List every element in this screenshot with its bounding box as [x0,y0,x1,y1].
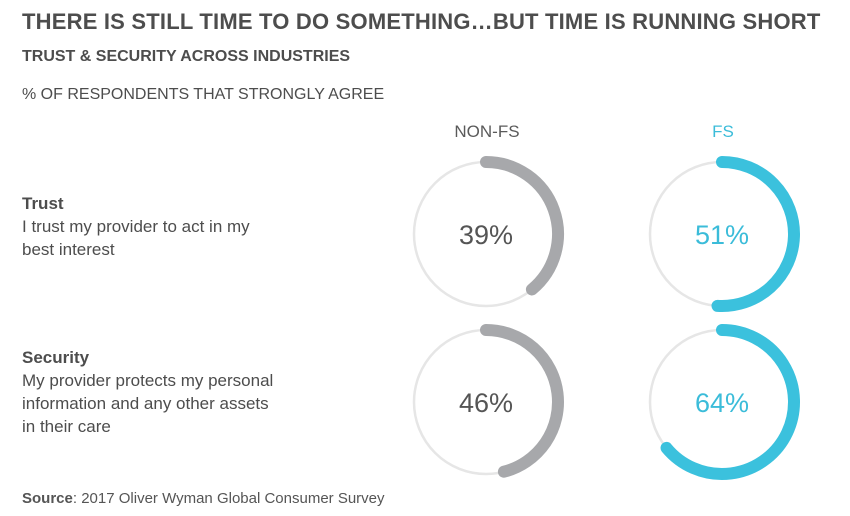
donut-label-fs-trust: 51% [695,220,749,250]
donut-arc-fs-trust [711,156,800,312]
source-text: : 2017 Oliver Wyman Global Consumer Surv… [72,490,385,507]
column-header-nonfs: NON-FS [454,122,520,141]
donut-label-fs-security: 64% [695,388,749,418]
row-title-security: Security [22,348,90,367]
row-desc-trust: I trust my provider to act in my best in… [22,217,250,259]
donut-label-nonfs-trust: 39% [459,220,513,250]
row-label-security: Security My provider protects my persona… [22,346,282,438]
donut-arc-nonfs-security [480,324,564,478]
donut-label-nonfs-security: 46% [459,388,513,418]
row-title-trust: Trust [22,194,64,213]
chart-subtitle: TRUST & SECURITY ACROSS INDUSTRIES [22,48,351,65]
column-header-fs: FS [712,122,734,141]
page-title: THERE IS STILL TIME TO DO SOMETHING…BUT … [22,9,821,34]
row-desc-security: My provider protects my personal informa… [22,371,274,436]
measure-label: % OF RESPONDENTS THAT STRONGLY AGREE [22,86,385,103]
row-label-trust: Trust I trust my provider to act in my b… [22,192,272,261]
source-label: Source [22,490,73,507]
source-note: Source: 2017 Oliver Wyman Global Consume… [22,490,385,507]
donut-arc-nonfs-trust [480,156,564,296]
donut-arc-fs-security [660,324,800,480]
